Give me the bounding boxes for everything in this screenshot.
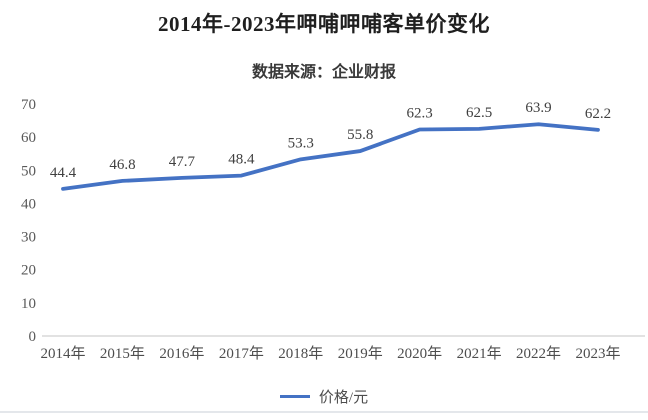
data-label: 62.3: [407, 106, 433, 122]
data-label: 47.7: [169, 154, 196, 170]
data-label: 44.4: [50, 165, 77, 181]
x-axis-tick-label: 2015年: [100, 345, 145, 362]
y-axis-tick-label: 70: [21, 97, 36, 113]
x-axis-tick-label: 2019年: [338, 345, 383, 362]
data-label: 48.4: [228, 152, 255, 168]
data-label: 55.8: [347, 127, 373, 143]
y-axis-tick-label: 60: [21, 130, 36, 146]
y-axis-tick-label: 30: [21, 230, 36, 246]
x-axis-tick-label: 2023年: [575, 345, 620, 362]
x-axis-tick-label: 2020年: [397, 345, 442, 362]
data-label: 62.2: [585, 106, 611, 122]
y-axis-tick-label: 0: [29, 329, 37, 345]
x-axis-tick-label: 2016年: [159, 345, 204, 362]
x-axis-tick-label: 2021年: [457, 345, 502, 362]
x-axis-tick-label: 2018年: [278, 345, 323, 362]
chart-subtitle: 数据来源：企业财报: [251, 64, 396, 81]
legend-line-swatch: [279, 395, 310, 398]
data-label: 63.9: [525, 100, 551, 116]
x-axis-tick-label: 2014年: [40, 345, 85, 362]
x-axis-tick-label: 2022年: [516, 345, 561, 362]
y-axis-tick-label: 10: [21, 296, 36, 312]
chart-title: 2014年-2023年呷哺呷哺客单价变化: [158, 12, 490, 36]
page-divider: [0, 411, 648, 413]
series-line: [61, 122, 600, 191]
data-label: 62.5: [466, 105, 492, 121]
y-axis-tick-label: 20: [21, 263, 36, 279]
legend-label: 价格/元: [318, 390, 369, 406]
y-axis-tick-label: 50: [21, 163, 36, 179]
y-axis-tick-label: 40: [21, 196, 36, 212]
chart-legend: 价格/元: [0, 386, 648, 407]
data-label: 46.8: [109, 157, 135, 173]
x-axis-tick-label: 2017年: [219, 345, 264, 362]
data-label: 53.3: [288, 135, 314, 151]
